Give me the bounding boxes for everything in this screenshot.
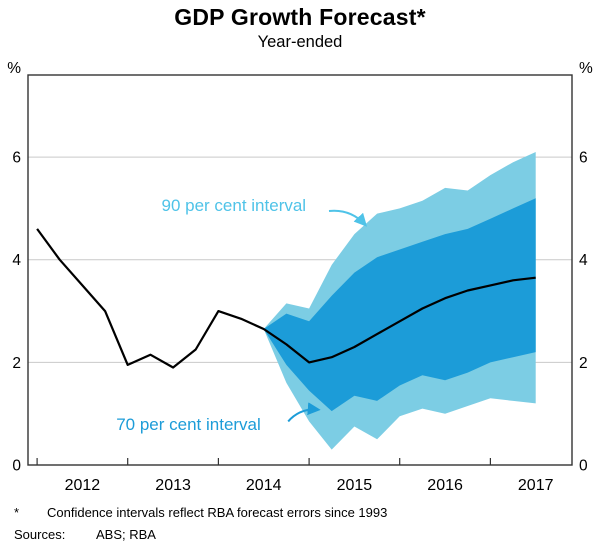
band-90-label-arrow (328, 209, 368, 227)
band-70-label-arrow (287, 402, 321, 423)
gdp-growth-line (36, 228, 536, 369)
band-90-label: 90 per cent interval (162, 196, 307, 215)
y-axis-label-left: 6 (12, 150, 21, 167)
y-axis-label-right: 2 (579, 355, 588, 372)
y-axis-label-left: 0 (12, 458, 21, 475)
x-axis-label: 2012 (65, 477, 101, 494)
sources-label: Sources: (14, 527, 66, 542)
x-axis-label: 2014 (246, 477, 282, 494)
x-axis-label: 2016 (427, 477, 463, 494)
chart-title: GDP Growth Forecast* (174, 4, 426, 30)
footnote-marker: * (14, 505, 20, 520)
sources-text: ABS; RBA (96, 527, 156, 542)
x-axis-label: 2013 (155, 477, 191, 494)
sources-line: Sources: ABS; RBA (14, 527, 592, 543)
unit-label-right: % (579, 60, 593, 77)
y-axis-label-right: 0 (579, 458, 588, 475)
y-axis-label-left: 2 (12, 355, 21, 372)
x-axis-label: 2015 (337, 477, 373, 494)
footnote-text: Confidence intervals reflect RBA forecas… (47, 505, 388, 520)
chart-subtitle: Year-ended (257, 33, 343, 51)
y-axis-label-right: 6 (579, 150, 588, 167)
gdp-forecast-plot: 0 0 2 2 4 4 6 6% % 2012 2013 2014 2015 2016 2017 90 per… (7, 60, 593, 494)
y-axis-label-right: 4 (579, 252, 588, 269)
unit-label-left: % (7, 60, 21, 77)
plot-frame (27, 74, 573, 466)
footnote: * Confidence intervals reflect RBA foreca… (14, 505, 592, 521)
band-70-label: 70 per cent interval (116, 415, 261, 434)
x-axis-label: 2017 (518, 477, 554, 494)
y-axis-label-left: 4 (12, 252, 21, 269)
